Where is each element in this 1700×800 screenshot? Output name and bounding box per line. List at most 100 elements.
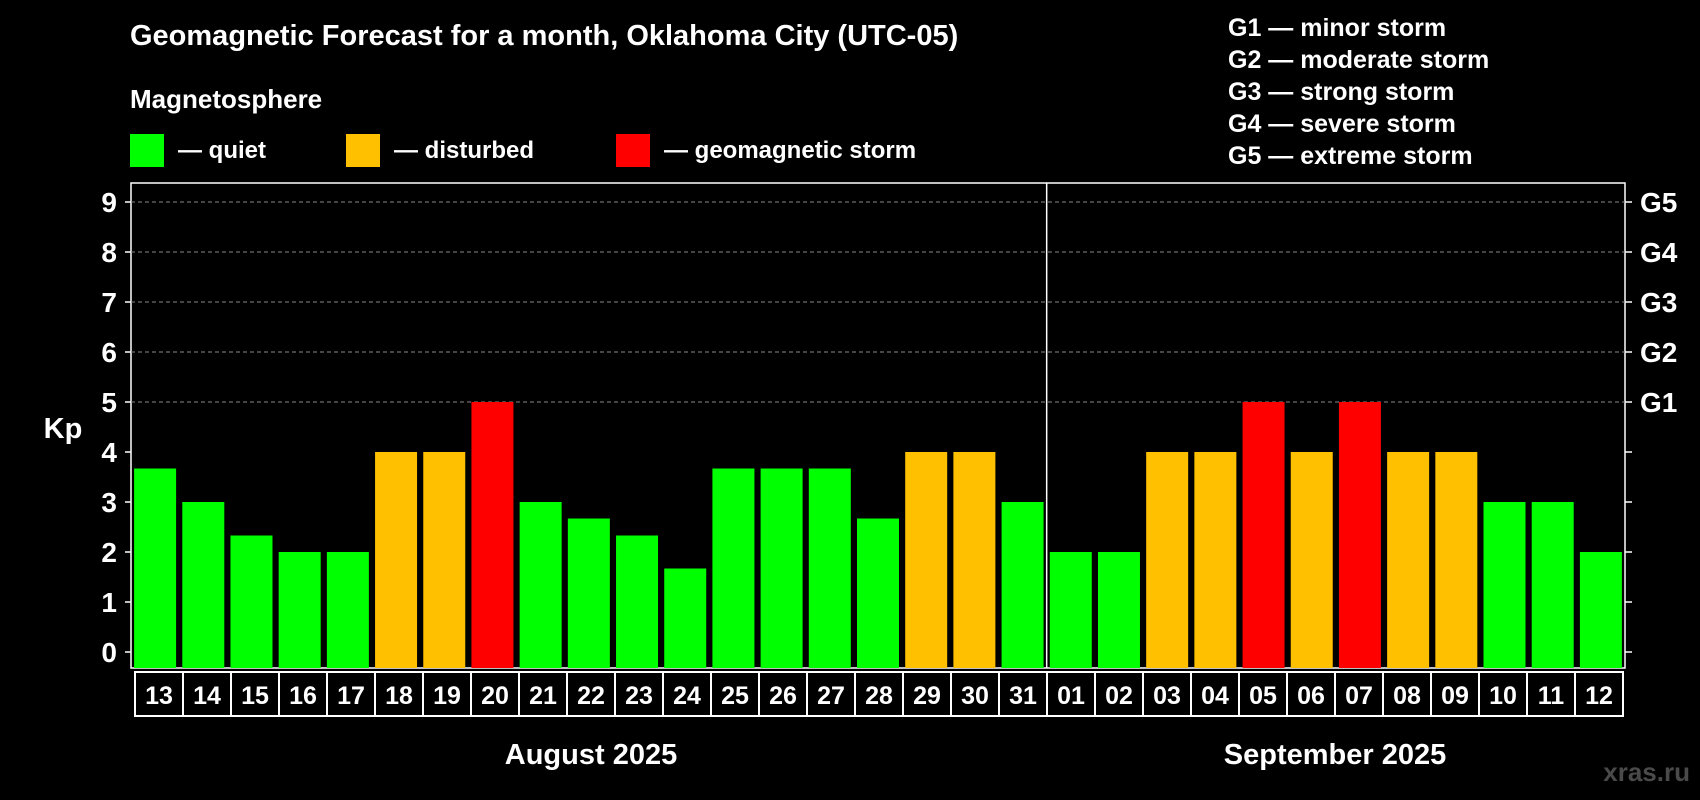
x-tick-label: 25 bbox=[721, 682, 749, 710]
quiet-swatch bbox=[130, 134, 164, 167]
g-scale-legend: G1 — minor storm G2 — moderate storm G3 … bbox=[1228, 12, 1489, 172]
kp-bar bbox=[905, 452, 948, 668]
x-tick-label: 02 bbox=[1105, 682, 1133, 710]
kp-bar bbox=[519, 502, 562, 668]
g-level-label: G3 bbox=[1640, 287, 1677, 318]
watermark: xras.ru bbox=[1603, 757, 1690, 787]
kp-bar bbox=[1387, 452, 1430, 668]
g-level-label: G5 bbox=[1640, 187, 1677, 218]
x-tick-label: 26 bbox=[769, 682, 797, 710]
kp-bar bbox=[134, 468, 177, 668]
kp-bar bbox=[1146, 452, 1189, 668]
x-tick-label: 22 bbox=[577, 682, 605, 710]
legend-heading: Magnetosphere bbox=[130, 84, 323, 114]
x-tick-label: 07 bbox=[1345, 682, 1373, 710]
x-tick-label: 29 bbox=[913, 682, 941, 710]
kp-bar bbox=[423, 452, 466, 668]
x-tick-label: 10 bbox=[1489, 682, 1517, 710]
x-tick-label: 09 bbox=[1441, 682, 1469, 710]
legend-item-quiet: — quiet bbox=[130, 134, 266, 167]
y-tick-label: 7 bbox=[101, 287, 117, 318]
y-tick-label: 0 bbox=[101, 637, 117, 668]
y-tick-label: 9 bbox=[101, 187, 117, 218]
x-tick-label: 15 bbox=[241, 682, 269, 710]
kp-bar bbox=[953, 452, 996, 668]
g-scale-item: G1 — minor storm bbox=[1228, 14, 1447, 42]
x-tick-label: 06 bbox=[1297, 682, 1325, 710]
x-tick-label: 13 bbox=[145, 682, 173, 710]
kp-bar bbox=[278, 552, 321, 668]
kp-bar bbox=[230, 535, 273, 668]
month-label: August 2025 bbox=[505, 739, 677, 771]
kp-bar bbox=[760, 468, 803, 668]
x-tick-label: 11 bbox=[1538, 682, 1565, 710]
date-strip bbox=[134, 671, 1624, 717]
kp-bar bbox=[567, 518, 610, 668]
kp-bar bbox=[1097, 552, 1140, 668]
x-tick-label: 08 bbox=[1393, 682, 1421, 710]
x-tick-label: 18 bbox=[385, 682, 413, 710]
y-tick-label: 5 bbox=[101, 387, 117, 418]
x-tick-label: 12 bbox=[1585, 682, 1613, 710]
kp-bar bbox=[471, 402, 514, 668]
g-level-label: G1 bbox=[1640, 387, 1677, 418]
y-tick-label: 2 bbox=[101, 537, 117, 568]
kp-bar bbox=[1435, 452, 1478, 668]
disturbed-swatch bbox=[346, 134, 380, 167]
kp-bar bbox=[1579, 552, 1622, 668]
kp-bar bbox=[857, 518, 899, 668]
kp-bar bbox=[1049, 552, 1092, 668]
x-tick-label: 04 bbox=[1201, 682, 1229, 710]
x-tick-label: 14 bbox=[193, 682, 221, 710]
kp-bar bbox=[616, 535, 659, 668]
kp-bar bbox=[182, 502, 225, 668]
g-level-label: G4 bbox=[1640, 237, 1678, 268]
kp-bar bbox=[1242, 402, 1285, 668]
legend-label-storm: — geomagnetic storm bbox=[664, 136, 917, 164]
month-label: September 2025 bbox=[1224, 739, 1446, 771]
kp-bar bbox=[1338, 402, 1381, 668]
chart-title: Geomagnetic Forecast for a month, Oklaho… bbox=[130, 20, 959, 52]
y-tick-label: 4 bbox=[101, 437, 117, 468]
g-level-label: G2 bbox=[1640, 337, 1677, 368]
kp-bar bbox=[326, 552, 369, 668]
legend-label-disturbed: — disturbed bbox=[394, 136, 535, 164]
y-tick-label: 1 bbox=[101, 587, 117, 618]
g-scale-item: G5 — extreme storm bbox=[1228, 142, 1473, 170]
g-scale-item: G2 — moderate storm bbox=[1228, 46, 1490, 74]
x-tick-label: 01 bbox=[1057, 682, 1085, 710]
y-axis-label: Kp bbox=[44, 413, 83, 445]
y-tick-label: 6 bbox=[101, 337, 117, 368]
x-tick-label: 19 bbox=[433, 682, 461, 710]
x-tick-label: 28 bbox=[865, 682, 893, 710]
x-tick-label: 20 bbox=[481, 682, 509, 710]
kp-bar bbox=[664, 568, 707, 668]
x-tick-label: 23 bbox=[625, 682, 653, 710]
kp-bar bbox=[712, 468, 755, 668]
legend-item-storm: — geomagnetic storm bbox=[616, 134, 916, 167]
kp-bar bbox=[375, 452, 418, 668]
kp-bar bbox=[1531, 502, 1574, 668]
x-tick-label: 03 bbox=[1153, 682, 1181, 710]
x-tick-label: 21 bbox=[529, 682, 557, 710]
kp-bar bbox=[1194, 452, 1237, 668]
kp-bar bbox=[1001, 502, 1044, 668]
x-tick-label: 30 bbox=[961, 682, 989, 710]
kp-bar bbox=[808, 468, 851, 668]
legend-label-quiet: — quiet bbox=[178, 136, 266, 164]
x-tick-label: 24 bbox=[673, 682, 701, 710]
g-scale-item: G3 — strong storm bbox=[1228, 78, 1455, 106]
legend-item-disturbed: — disturbed bbox=[346, 134, 534, 167]
x-tick-label: 31 bbox=[1009, 682, 1037, 710]
storm-swatch bbox=[616, 134, 650, 167]
y-tick-label: 8 bbox=[101, 237, 117, 268]
kp-bar bbox=[1483, 502, 1526, 668]
x-tick-label: 05 bbox=[1249, 682, 1277, 710]
x-tick-label: 16 bbox=[289, 682, 317, 710]
x-tick-label: 17 bbox=[337, 682, 365, 710]
y-tick-label: 3 bbox=[101, 487, 117, 518]
kp-bar bbox=[1290, 452, 1333, 668]
g-scale-item: G4 — severe storm bbox=[1228, 110, 1456, 138]
x-tick-label: 27 bbox=[817, 682, 845, 710]
